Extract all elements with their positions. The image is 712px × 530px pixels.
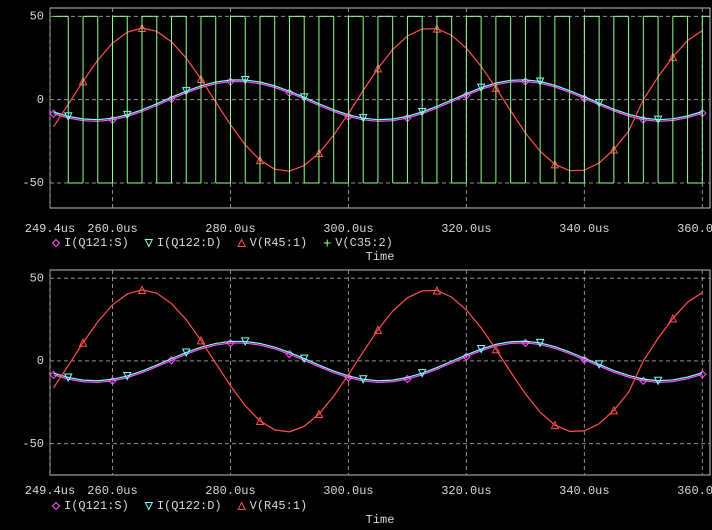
point-marker [594, 360, 604, 370]
point-marker [432, 285, 442, 295]
point-marker [240, 337, 250, 347]
point-marker [137, 285, 147, 294]
point-marker [299, 354, 309, 364]
plot-area [50, 285, 707, 433]
legend-marker [144, 502, 154, 511]
y-tick-label: 50 [30, 10, 44, 24]
legend-label: V(R45:1) [250, 499, 308, 513]
point-marker [78, 338, 88, 347]
legend-label: I(Q122:D) [157, 236, 222, 250]
y-tick-label: 50 [30, 271, 44, 285]
plot-area [50, 15, 710, 184]
point-marker [609, 405, 619, 415]
legend-marker [51, 501, 61, 511]
y-tick-label: 0 [37, 354, 44, 368]
x-tick-label: 340.0us [559, 484, 609, 498]
legend-label: I(Q121:S) [64, 499, 129, 513]
series-line [53, 289, 703, 433]
x-tick-label: 260.0us [87, 222, 137, 236]
x-tick-label: 260.0us [87, 484, 137, 498]
series-line [53, 342, 703, 384]
point-marker [196, 335, 206, 345]
point-marker [550, 420, 560, 430]
x-tick-label: 360.0us [677, 222, 712, 236]
point-marker [535, 338, 545, 348]
x-tick-label: 320.0us [441, 222, 491, 236]
x-tick-label: 360.0us [677, 484, 712, 498]
x-tick-label: 300.0us [323, 484, 373, 498]
plot-frame [49, 269, 711, 476]
legend-marker [51, 238, 61, 248]
y-tick-label: -50 [22, 437, 44, 451]
legend-marker [323, 239, 331, 247]
legend-label: I(Q121:S) [64, 236, 129, 250]
point-marker [63, 373, 73, 383]
point-marker [314, 409, 324, 418]
x-axis-label: Time [366, 250, 395, 264]
point-marker [668, 313, 678, 323]
legend-marker [237, 501, 246, 510]
x-tick-label: 300.0us [323, 222, 373, 236]
x-tick-label: 249.4us [25, 484, 75, 498]
legend-label: I(Q122:D) [157, 499, 222, 513]
y-tick-label: -50 [22, 176, 44, 190]
point-marker [373, 325, 383, 334]
y-tick-label: 0 [37, 93, 44, 107]
x-tick-label: 320.0us [441, 484, 491, 498]
point-marker [358, 375, 368, 384]
legend-marker [237, 238, 246, 247]
point-marker [417, 369, 427, 378]
series-line [53, 340, 703, 382]
x-axis-label: Time [366, 513, 395, 527]
point-marker [122, 371, 132, 381]
x-tick-label: 280.0us [205, 222, 255, 236]
legend-label: V(R45:1) [250, 236, 308, 250]
point-marker [476, 345, 486, 354]
point-marker [491, 344, 501, 354]
point-marker [255, 416, 265, 425]
x-tick-label: 280.0us [205, 484, 255, 498]
legend-marker [144, 239, 154, 248]
x-tick-label: 249.4us [25, 222, 75, 236]
point-marker [653, 376, 663, 386]
x-tick-label: 340.0us [559, 222, 609, 236]
legend-label: V(C35:2) [335, 236, 393, 250]
point-marker [181, 348, 191, 358]
